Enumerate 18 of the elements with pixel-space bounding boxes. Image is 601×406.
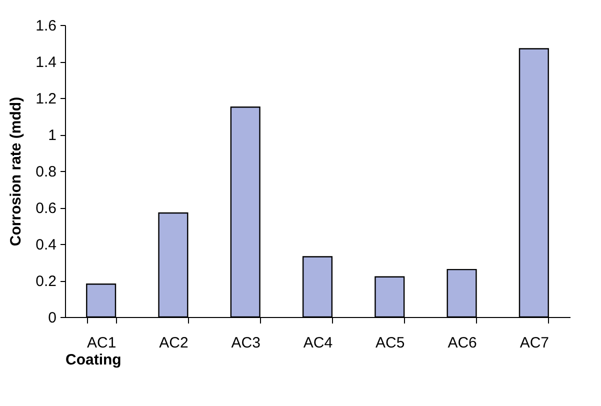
x-tick-label: AC7 bbox=[520, 334, 550, 352]
x-tick-label: AC6 bbox=[448, 334, 477, 352]
x-tick-label: AC2 bbox=[159, 334, 188, 352]
y-tick-label: 1.4 bbox=[36, 54, 56, 71]
y-tick-label: 1.2 bbox=[36, 90, 56, 108]
x-tick-label: AC1 bbox=[86, 334, 116, 352]
x-tick-label: AC4 bbox=[303, 334, 333, 352]
y-tick-label: 1 bbox=[48, 127, 56, 144]
x-axis-title: Coating bbox=[66, 352, 122, 368]
x-tick-label: AC5 bbox=[376, 334, 405, 352]
y-axis-title: Corrosion rate (mdd) bbox=[8, 96, 25, 246]
y-tick-label: 0.2 bbox=[36, 273, 56, 290]
y-tick-label: 1.6 bbox=[36, 18, 56, 34]
y-tick-label: 0.4 bbox=[36, 236, 56, 254]
y-tick-label: 0 bbox=[48, 310, 56, 326]
y-tick-label: 0.8 bbox=[36, 164, 56, 180]
y-tick-label: 0.6 bbox=[36, 200, 56, 217]
x-tick-label: AC3 bbox=[231, 334, 260, 352]
